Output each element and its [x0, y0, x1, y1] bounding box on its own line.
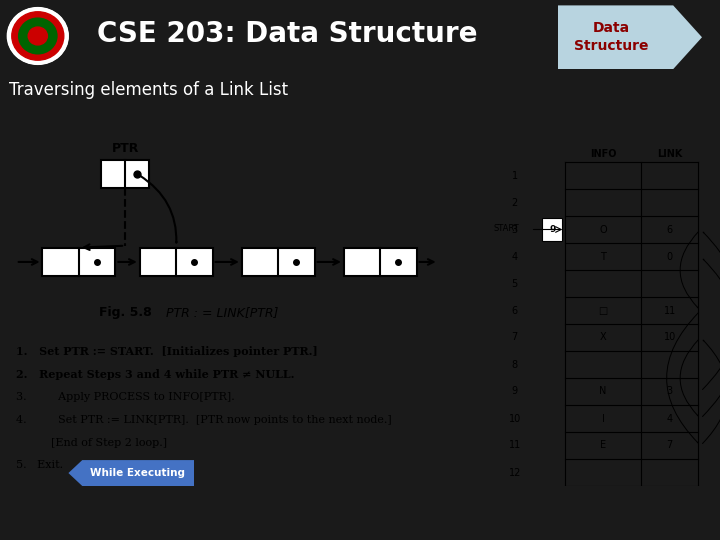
Text: 9: 9	[549, 225, 555, 234]
Text: Traversing elements of a Link List: Traversing elements of a Link List	[9, 80, 288, 99]
FancyArrowPatch shape	[703, 232, 720, 389]
FancyBboxPatch shape	[101, 160, 150, 188]
Text: 5.   Exit.: 5. Exit.	[16, 461, 63, 470]
Text: 4: 4	[512, 252, 518, 261]
FancyArrowPatch shape	[680, 340, 698, 416]
Text: 11: 11	[663, 306, 676, 315]
Circle shape	[12, 12, 64, 60]
Text: I: I	[602, 414, 604, 423]
Circle shape	[8, 8, 68, 64]
Text: N: N	[599, 387, 607, 396]
Text: E: E	[600, 441, 606, 450]
Text: 4: 4	[667, 414, 672, 423]
Text: 3: 3	[667, 387, 672, 396]
Text: [End of Step 2 loop.]: [End of Step 2 loop.]	[16, 437, 167, 448]
Text: PTR : = LINK[PTR]: PTR : = LINK[PTR]	[166, 306, 279, 319]
Text: 1.   Set PTR := START.  [Initializes pointer PTR.]: 1. Set PTR := START. [Initializes pointe…	[16, 346, 318, 357]
Polygon shape	[558, 5, 702, 69]
FancyArrowPatch shape	[680, 232, 698, 308]
Text: 11: 11	[508, 441, 521, 450]
Text: 8: 8	[512, 360, 518, 369]
FancyBboxPatch shape	[242, 248, 315, 276]
Text: 1: 1	[512, 171, 518, 180]
FancyBboxPatch shape	[542, 218, 562, 241]
Text: Fig. 5.8: Fig. 5.8	[99, 306, 151, 319]
Text: 3.         Apply PROCESS to INFO[PTR].: 3. Apply PROCESS to INFO[PTR].	[16, 392, 235, 402]
Text: 2.   Repeat Steps 3 and 4 while PTR ≠ NULL.: 2. Repeat Steps 3 and 4 while PTR ≠ NULL…	[16, 369, 294, 380]
FancyArrowPatch shape	[140, 176, 176, 242]
Text: START: START	[493, 224, 519, 233]
Text: 0: 0	[667, 252, 672, 261]
FancyBboxPatch shape	[140, 248, 212, 276]
Text: 7: 7	[512, 333, 518, 342]
Text: □: □	[598, 306, 608, 315]
Polygon shape	[68, 460, 194, 486]
Text: CSE 203: Data Structure: CSE 203: Data Structure	[97, 20, 477, 48]
Circle shape	[28, 27, 48, 45]
Text: 12: 12	[508, 468, 521, 477]
Text: 7: 7	[667, 441, 672, 450]
Text: 9: 9	[512, 387, 518, 396]
Text: 2: 2	[512, 198, 518, 207]
Text: 6: 6	[667, 225, 672, 234]
Text: 10: 10	[508, 414, 521, 423]
Text: While Executing: While Executing	[90, 468, 185, 478]
Circle shape	[19, 18, 57, 54]
Text: Data
Structure: Data Structure	[574, 21, 649, 53]
Text: 5: 5	[512, 279, 518, 288]
Text: PTR: PTR	[112, 142, 139, 155]
Text: LINK: LINK	[657, 149, 683, 159]
FancyBboxPatch shape	[42, 248, 115, 276]
FancyBboxPatch shape	[344, 248, 417, 276]
Text: T: T	[600, 252, 606, 261]
FancyArrowPatch shape	[667, 313, 698, 443]
Text: O: O	[599, 225, 607, 234]
Text: X: X	[600, 333, 606, 342]
Text: 6: 6	[512, 306, 518, 315]
FancyArrowPatch shape	[703, 340, 720, 443]
FancyArrowPatch shape	[703, 259, 720, 416]
Text: 10: 10	[663, 333, 676, 342]
Text: 3: 3	[512, 225, 518, 234]
Text: INFO: INFO	[590, 149, 616, 159]
Text: 4.         Set PTR := LINK[PTR].  [PTR now points to the next node.]: 4. Set PTR := LINK[PTR]. [PTR now points…	[16, 415, 392, 425]
